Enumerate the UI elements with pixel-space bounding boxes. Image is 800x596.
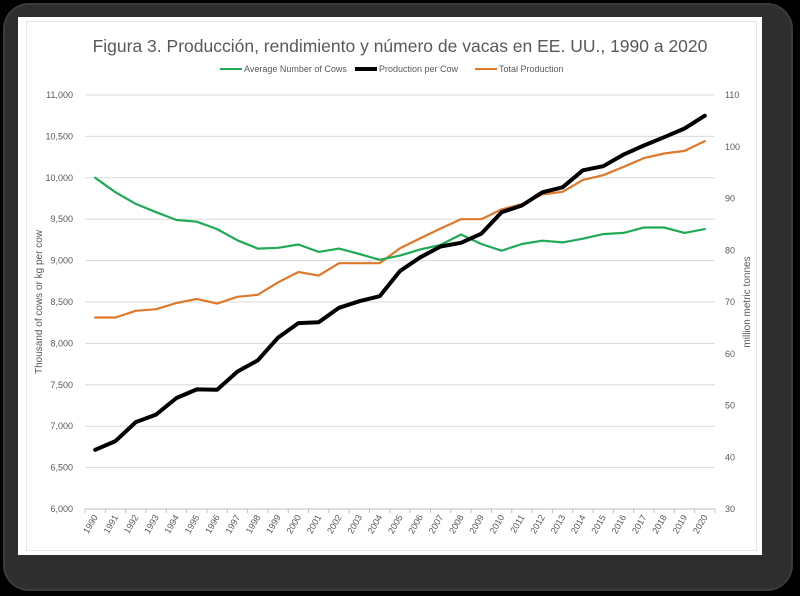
y2-tick-label: 60 — [725, 349, 735, 359]
x-tick-label: 2019 — [671, 513, 690, 535]
series-lines — [93, 113, 707, 452]
x-tick-label: 1992 — [122, 513, 141, 535]
x-tick-label: 2012 — [528, 513, 547, 535]
y-tick-label: 8,000 — [50, 338, 73, 348]
x-tick-label: 2003 — [345, 513, 364, 535]
y-tick-label: 9,000 — [50, 256, 73, 266]
y2-tick-label: 90 — [725, 194, 735, 204]
x-tick-label: 2008 — [447, 513, 466, 535]
y-tick-label: 9,500 — [50, 214, 73, 224]
series-line-total-production — [94, 140, 706, 319]
x-tick-label: 2014 — [569, 513, 588, 535]
x-tick-label: 2017 — [630, 513, 649, 535]
y2-tick-label: 80 — [725, 245, 735, 255]
y2-tick-label: 40 — [725, 452, 735, 462]
x-tick-label: 2013 — [549, 513, 568, 535]
y-axis-title: Thousand of cows or kg per cow — [34, 229, 45, 374]
y-tick-label: 7,500 — [50, 380, 73, 390]
y-tick-label: 10,000 — [45, 173, 73, 183]
series-line-average-number-of-cows — [94, 176, 706, 261]
x-tick-label: 1998 — [244, 513, 263, 535]
x-tick-label: 2016 — [610, 513, 629, 535]
x-tick-label: 2011 — [508, 513, 526, 535]
legend: Average Number of Cows Production per Cow… — [220, 64, 564, 74]
x-tick-label: 1996 — [203, 513, 222, 535]
x-tick-label: 2006 — [406, 513, 425, 535]
x-tick-label: 1994 — [163, 513, 182, 535]
x-tick-label: 2018 — [650, 513, 669, 535]
legend-label: Total Production — [499, 64, 564, 74]
x-tick-label: 2009 — [467, 513, 486, 535]
x-tick-label: 1995 — [183, 513, 202, 535]
y2-tick-label: 100 — [725, 142, 740, 152]
x-tick-label: 2000 — [284, 513, 303, 535]
x-tick-label: 2020 — [691, 513, 710, 535]
y2-tick-label: 50 — [725, 401, 735, 411]
x-tick-label: 2005 — [386, 513, 405, 535]
y-tick-label: 10,500 — [45, 131, 73, 141]
y-tick-label: 6,000 — [50, 504, 73, 514]
y2-tick-label: 110 — [725, 90, 739, 100]
x-tick-label: 2010 — [488, 513, 507, 535]
x-tick-label: 1999 — [264, 513, 283, 535]
x-tick-label: 2001 — [305, 513, 324, 535]
x-tick-label: 1991 — [102, 513, 121, 535]
series-line-production-per-cow — [93, 113, 707, 452]
chart-area-border — [26, 21, 757, 551]
x-tick-label: 2002 — [325, 513, 344, 535]
y2-tick-label: 70 — [725, 297, 735, 307]
x-axis: 1990 1991 1992 1993 1994 1995 1996 1997 1998 1999… — [81, 508, 716, 535]
y-tick-label: 6,500 — [50, 463, 73, 473]
y-tick-label: 7,000 — [50, 421, 73, 431]
x-tick-label: 2015 — [589, 513, 608, 535]
y2-tick-label: 30 — [725, 504, 735, 514]
chart-title: Figura 3. Producción, rendimiento y núme… — [93, 36, 708, 56]
x-tick-label: 1997 — [223, 513, 242, 535]
legend-label: Production per Cow — [379, 64, 459, 74]
x-tick-label: 1993 — [142, 513, 161, 535]
legend-label: Average Number of Cows — [244, 64, 347, 74]
gridlines — [85, 94, 715, 469]
x-tick-label: 2007 — [427, 513, 446, 535]
x-tick-label: 2004 — [366, 513, 385, 535]
y-tick-label: 11,000 — [46, 90, 73, 100]
y-tick-label: 8,500 — [50, 297, 73, 307]
x-tick-label: 1990 — [81, 513, 100, 535]
y-axis-left: 6,000 6,500 7,000 7,500 8,000 8,500 9,000 9,500… — [45, 90, 73, 514]
y-axis-right: 30 40 50 60 70 80 90 100 110 — [725, 90, 740, 514]
y2-axis-title: million metric tonnes — [742, 256, 753, 347]
